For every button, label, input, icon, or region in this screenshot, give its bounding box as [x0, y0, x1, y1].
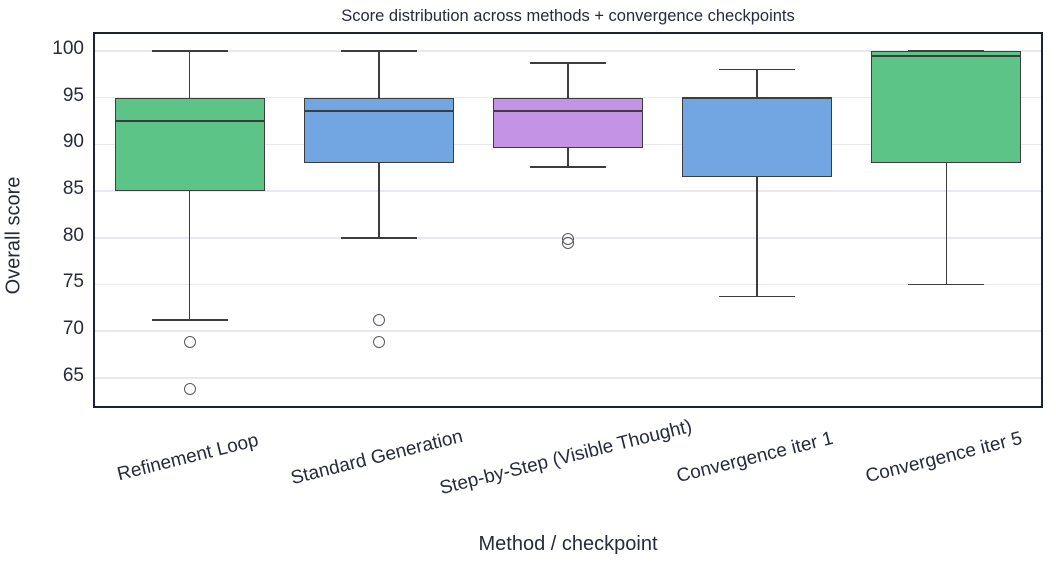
y-tick-label: 90 — [62, 131, 84, 153]
box — [114, 97, 265, 191]
upper-whisker-cap — [151, 50, 228, 52]
lower-whisker-cap — [908, 283, 985, 286]
gridline — [95, 190, 1041, 192]
upper-whisker-cap — [530, 62, 606, 64]
x-tick-label-text: Step-by-Step (Visible Thought) — [437, 415, 695, 500]
chart-title: Score distribution across methods + conv… — [341, 7, 795, 25]
upper-whisker — [756, 69, 758, 98]
outlier-point — [562, 237, 574, 250]
upper-whisker — [378, 50, 380, 98]
median-line — [682, 97, 833, 100]
outlier-point — [183, 383, 196, 396]
gridline — [95, 377, 1041, 379]
x-tick-label-text: Refinement Loop — [114, 429, 261, 486]
lower-whisker-cap — [340, 236, 417, 239]
box — [682, 97, 833, 177]
y-tick-label: 100 — [52, 37, 84, 59]
upper-whisker — [188, 50, 191, 98]
outlier-point — [183, 335, 196, 348]
y-tick-label: 65 — [62, 364, 84, 386]
plot-area — [93, 32, 1043, 408]
x-tick-label-text: Convergence iter 1 — [674, 427, 836, 488]
gridline — [95, 50, 1041, 52]
upper-whisker — [567, 62, 569, 98]
median-line — [871, 55, 1022, 58]
lower-whisker-cap — [719, 295, 796, 298]
median-line — [114, 119, 265, 122]
lower-whisker-cap — [151, 319, 228, 321]
upper-whisker-cap — [340, 50, 417, 52]
box — [303, 97, 454, 163]
box — [493, 97, 643, 149]
lower-whisker — [567, 148, 569, 167]
median-line — [303, 109, 454, 112]
y-tick-label: 70 — [62, 318, 84, 340]
median-line — [493, 109, 643, 112]
gridline — [95, 330, 1041, 332]
y-tick-label: 80 — [62, 224, 84, 246]
y-tick-label: 95 — [62, 84, 84, 106]
lower-whisker-cap — [530, 165, 606, 168]
y-tick-label: 85 — [62, 178, 84, 200]
lower-whisker — [945, 162, 948, 285]
plot-inner — [95, 34, 1041, 406]
lower-whisker — [378, 162, 380, 238]
outlier-point — [372, 314, 385, 326]
lower-whisker — [188, 191, 191, 320]
outlier-point — [372, 335, 385, 348]
y-tick-label: 75 — [62, 271, 84, 293]
box — [871, 50, 1022, 163]
upper-whisker-cap — [719, 68, 796, 71]
lower-whisker — [756, 177, 758, 297]
x-tick-label-text: Convergence iter 5 — [863, 427, 1025, 488]
gridline — [95, 283, 1041, 286]
x-axis-title: Method / checkpoint — [478, 533, 658, 555]
